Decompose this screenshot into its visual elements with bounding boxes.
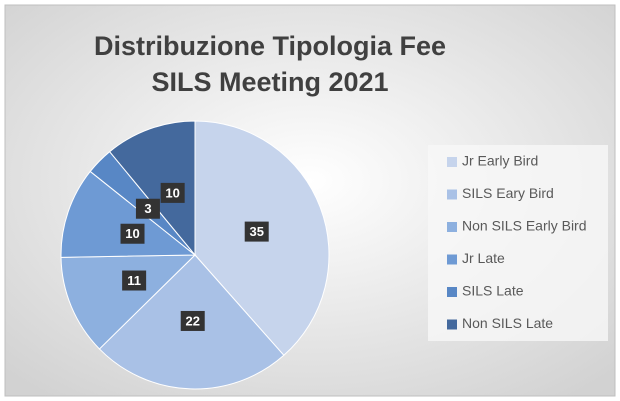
data-label: 10: [165, 185, 179, 200]
data-label: 22: [185, 313, 199, 328]
legend-label: Non SILS Late: [462, 315, 553, 331]
legend-swatch: [447, 189, 457, 200]
data-label-box: [120, 223, 145, 244]
pie-slice: [60, 254, 197, 350]
legend-label: SILS Late: [462, 283, 524, 299]
data-label-box: [180, 310, 205, 331]
data-label: 3: [144, 201, 151, 216]
chart-title: SILS Meeting 2021: [151, 67, 388, 97]
data-label-box: [160, 182, 185, 203]
legend-label: SILS Eary Bird: [462, 185, 554, 201]
legend-swatch: [447, 254, 457, 265]
legend-label: Jr Late: [462, 250, 505, 266]
data-label: 10: [125, 226, 139, 241]
data-label: 11: [127, 273, 141, 288]
legend-box: [428, 145, 608, 341]
pie-slice: [60, 170, 197, 258]
legend-label: Non SILS Early Bird: [462, 218, 587, 234]
legend-label: Jr Early Bird: [462, 153, 538, 169]
legend-swatch: [447, 222, 457, 232]
chart-title: Distribuzione Tipologia Fee: [94, 31, 446, 61]
data-label-box: [135, 198, 160, 219]
pie-slice: [108, 120, 196, 257]
data-label-box: [122, 270, 147, 291]
legend-swatch: [447, 319, 457, 330]
legend-swatch: [447, 287, 457, 297]
data-label-box: [244, 221, 269, 242]
data-label: 35: [249, 224, 263, 239]
legend-swatch: [447, 157, 457, 167]
